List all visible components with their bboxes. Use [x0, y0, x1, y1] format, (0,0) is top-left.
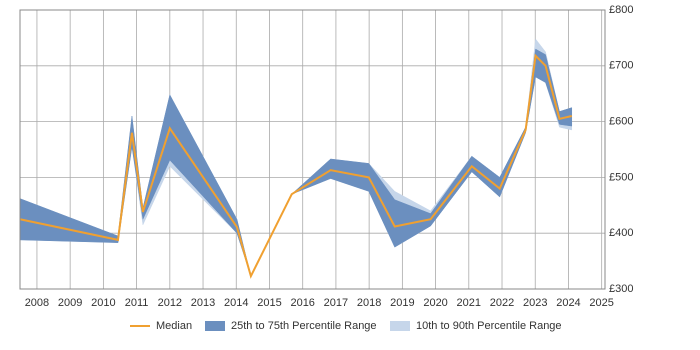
legend-swatch: [205, 321, 225, 331]
y-tick-label: £400: [609, 227, 633, 239]
x-tick-label: 2023: [523, 297, 547, 309]
y-tick-label: £800: [609, 4, 633, 16]
x-tick-label: 2016: [290, 297, 314, 309]
legend-label: Median: [156, 320, 192, 332]
x-tick-label: 2009: [58, 297, 82, 309]
x-tick-label: 2019: [390, 297, 414, 309]
x-tick-label: 2013: [191, 297, 215, 309]
y-tick-label: £500: [609, 171, 633, 183]
legend-label: 25th to 75th Percentile Range: [231, 320, 377, 332]
x-tick-label: 2014: [224, 297, 248, 309]
x-tick-label: 2008: [25, 297, 49, 309]
x-tick-label: 2020: [423, 297, 447, 309]
legend-label: 10th to 90th Percentile Range: [416, 320, 562, 332]
x-tick-label: 2017: [324, 297, 348, 309]
legend-swatch: [390, 321, 410, 331]
median-line: [19, 53, 573, 279]
x-tick-label: 2022: [490, 297, 514, 309]
y-tick-label: £700: [609, 60, 633, 72]
y-tick-label: £300: [609, 283, 633, 295]
x-tick-label: 2011: [125, 297, 149, 309]
plot-border: [19, 9, 606, 290]
x-tick-label: 2010: [91, 297, 115, 309]
x-tick-label: 2021: [457, 297, 481, 309]
x-tick-label: 2024: [556, 297, 580, 309]
x-tick-label: 2015: [257, 297, 281, 309]
x-tick-label: 2025: [589, 297, 613, 309]
x-tick-label: 2012: [158, 297, 182, 309]
y-tick-label: £600: [609, 116, 633, 128]
x-tick-label: 2018: [357, 297, 381, 309]
